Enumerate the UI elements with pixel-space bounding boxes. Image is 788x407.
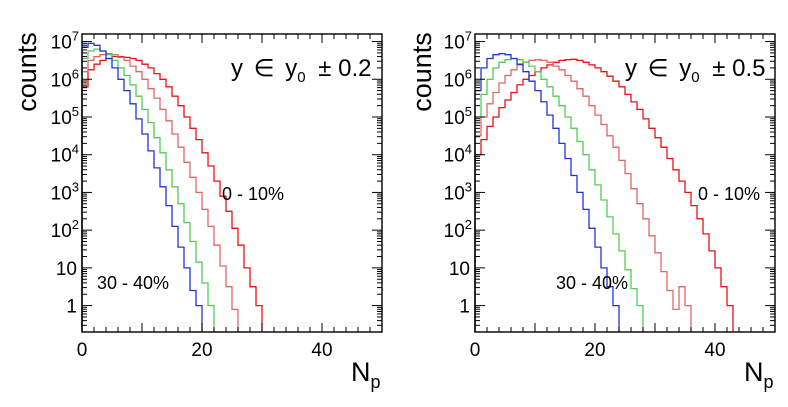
y-tick-label: 102 bbox=[444, 217, 472, 242]
x-axis-label-right: Np bbox=[744, 357, 774, 392]
y-tick-label: 103 bbox=[51, 179, 79, 204]
y-tick-label: 104 bbox=[51, 142, 79, 167]
y-axis-label-right: counts bbox=[407, 32, 437, 112]
plot-frame-1 bbox=[474, 33, 776, 333]
y-tick-label: 1 bbox=[459, 297, 470, 318]
y-tick-label: 102 bbox=[51, 217, 79, 242]
y-tick-label: 107 bbox=[444, 29, 472, 54]
series-10-20%-p1 bbox=[474, 59, 692, 332]
y-tick-label: 10 bbox=[449, 259, 470, 280]
x-tick-label: 0 bbox=[77, 340, 88, 361]
x-tick-label: 20 bbox=[584, 340, 605, 361]
y-tick-label: 104 bbox=[444, 142, 472, 167]
y-tick-label: 105 bbox=[444, 104, 472, 129]
series-0-10%-p1 bbox=[474, 58, 734, 332]
y-tick-label: 10 bbox=[56, 259, 77, 280]
y-tick-label: 106 bbox=[444, 66, 472, 91]
centrality-label-top-right: 0 - 10% bbox=[698, 184, 760, 204]
x-tick-label: 0 bbox=[470, 340, 481, 361]
y-tick-label: 107 bbox=[51, 29, 79, 54]
centrality-label-bottom-left: 30 - 40% bbox=[97, 273, 169, 293]
panel-right: counts 0 20 40 1 10 102 103 104 105 106 107 y ∈ y0… bbox=[407, 29, 776, 392]
x-axis-label-left: Np bbox=[351, 357, 381, 392]
plot-frame-0 bbox=[81, 33, 383, 333]
centrality-label-bottom-right: 30 - 40% bbox=[556, 273, 628, 293]
series-30-40%-p0 bbox=[81, 42, 203, 332]
centrality-label-top-left: 0 - 10% bbox=[222, 184, 284, 204]
y-tick-label: 105 bbox=[51, 104, 79, 129]
x-tick-label: 40 bbox=[311, 340, 332, 361]
series-30-40%-p1 bbox=[474, 52, 620, 332]
y-tick-label: 106 bbox=[51, 66, 79, 91]
rapidity-annotation-right: y ∈ y0 ± 0.5 bbox=[625, 55, 765, 88]
rapidity-annotation-left: y ∈ y0 ± 0.2 bbox=[231, 55, 371, 88]
panel-left: counts 0 20 40 1 10 102 103 104 105 106 107 y ∈ y0… bbox=[12, 29, 383, 392]
x-tick-label: 40 bbox=[704, 340, 725, 361]
y-tick-label: 103 bbox=[444, 179, 472, 204]
x-tick-label: 20 bbox=[191, 340, 212, 361]
y-tick-label: 1 bbox=[66, 297, 77, 318]
y-axis-label-left: counts bbox=[12, 32, 42, 112]
series-20-30%-p1 bbox=[474, 57, 644, 332]
